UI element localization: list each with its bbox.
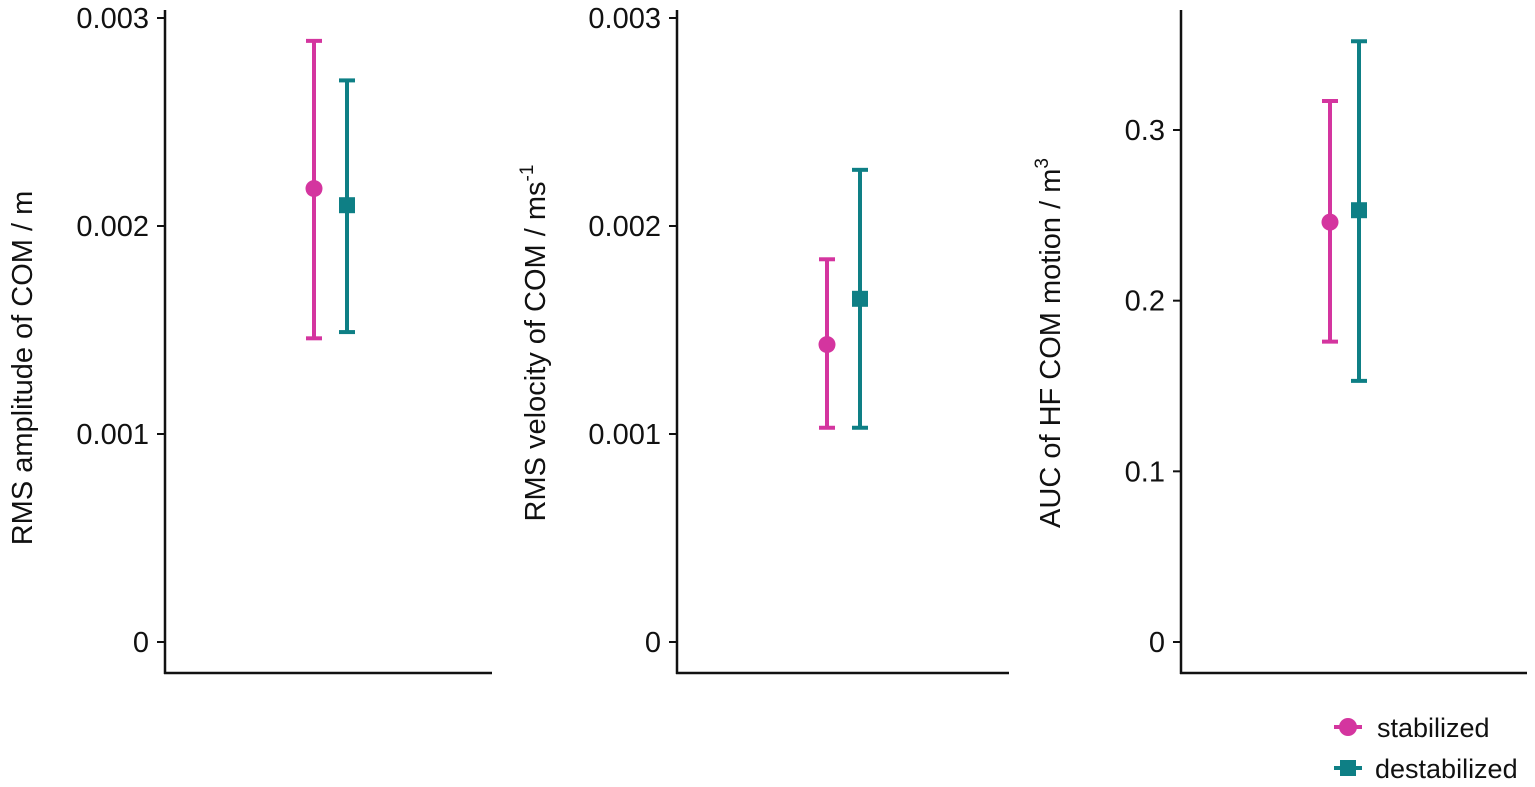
y-tick-label: 0	[133, 627, 149, 659]
y-tick-label: 0.003	[588, 3, 661, 35]
y-tick-label: 0.2	[1125, 286, 1165, 318]
series-destabilized	[1351, 39, 1367, 383]
circle-marker-icon	[1321, 213, 1339, 231]
y-axis-title: RMS amplitude of COM / m	[7, 191, 39, 546]
panels: 0 0.001 0.002 0.003 RMS amplitude of COM / m…	[7, 3, 1527, 675]
legend-label-destabilized: destabilized	[1375, 754, 1518, 784]
y-tick-label: 0.003	[76, 3, 149, 35]
y-tick-label: 0.002	[76, 211, 149, 243]
y-tick-label: 0	[645, 627, 661, 659]
square-marker-icon	[339, 197, 355, 214]
y-tick-label: 0.001	[588, 419, 661, 451]
y-tick-label: 0.002	[588, 211, 661, 243]
circle-marker-icon	[305, 180, 323, 198]
series-destabilized	[339, 78, 355, 335]
y-axis-title: RMS velocity of COM / ms-1	[517, 165, 552, 522]
series-stabilized	[1321, 98, 1339, 344]
square-marker-icon	[1340, 760, 1356, 776]
circle-marker-icon	[1339, 718, 1357, 736]
y-tick-label: 0	[1149, 627, 1165, 659]
circle-marker-icon	[818, 336, 836, 354]
y-tick-label: 0.001	[76, 419, 149, 451]
square-marker-icon	[1351, 202, 1367, 219]
series-destabilized	[852, 167, 868, 430]
panel-3: 0 0.1 0.2 0.3 AUC of HF COM motion / m3	[1032, 10, 1527, 675]
series-stabilized	[305, 38, 323, 341]
series-stabilized	[818, 257, 836, 430]
y-tick-label: 0.1	[1125, 456, 1165, 488]
legend-label-stabilized: stabilized	[1377, 713, 1490, 743]
legend-item-stabilized: stabilized	[1334, 713, 1490, 743]
y-axis-title: AUC of HF COM motion / m3	[1032, 158, 1067, 528]
legend: stabilized destabilized	[1334, 713, 1518, 784]
square-marker-icon	[852, 290, 868, 307]
panel-2: 0 0.001 0.002 0.003 RMS velocity of COM / ms…	[517, 3, 1009, 675]
legend-item-destabilized: destabilized	[1334, 754, 1518, 784]
panel-1: 0 0.001 0.002 0.003 RMS amplitude of COM / m	[7, 3, 492, 675]
y-tick-label: 0.3	[1125, 115, 1165, 147]
